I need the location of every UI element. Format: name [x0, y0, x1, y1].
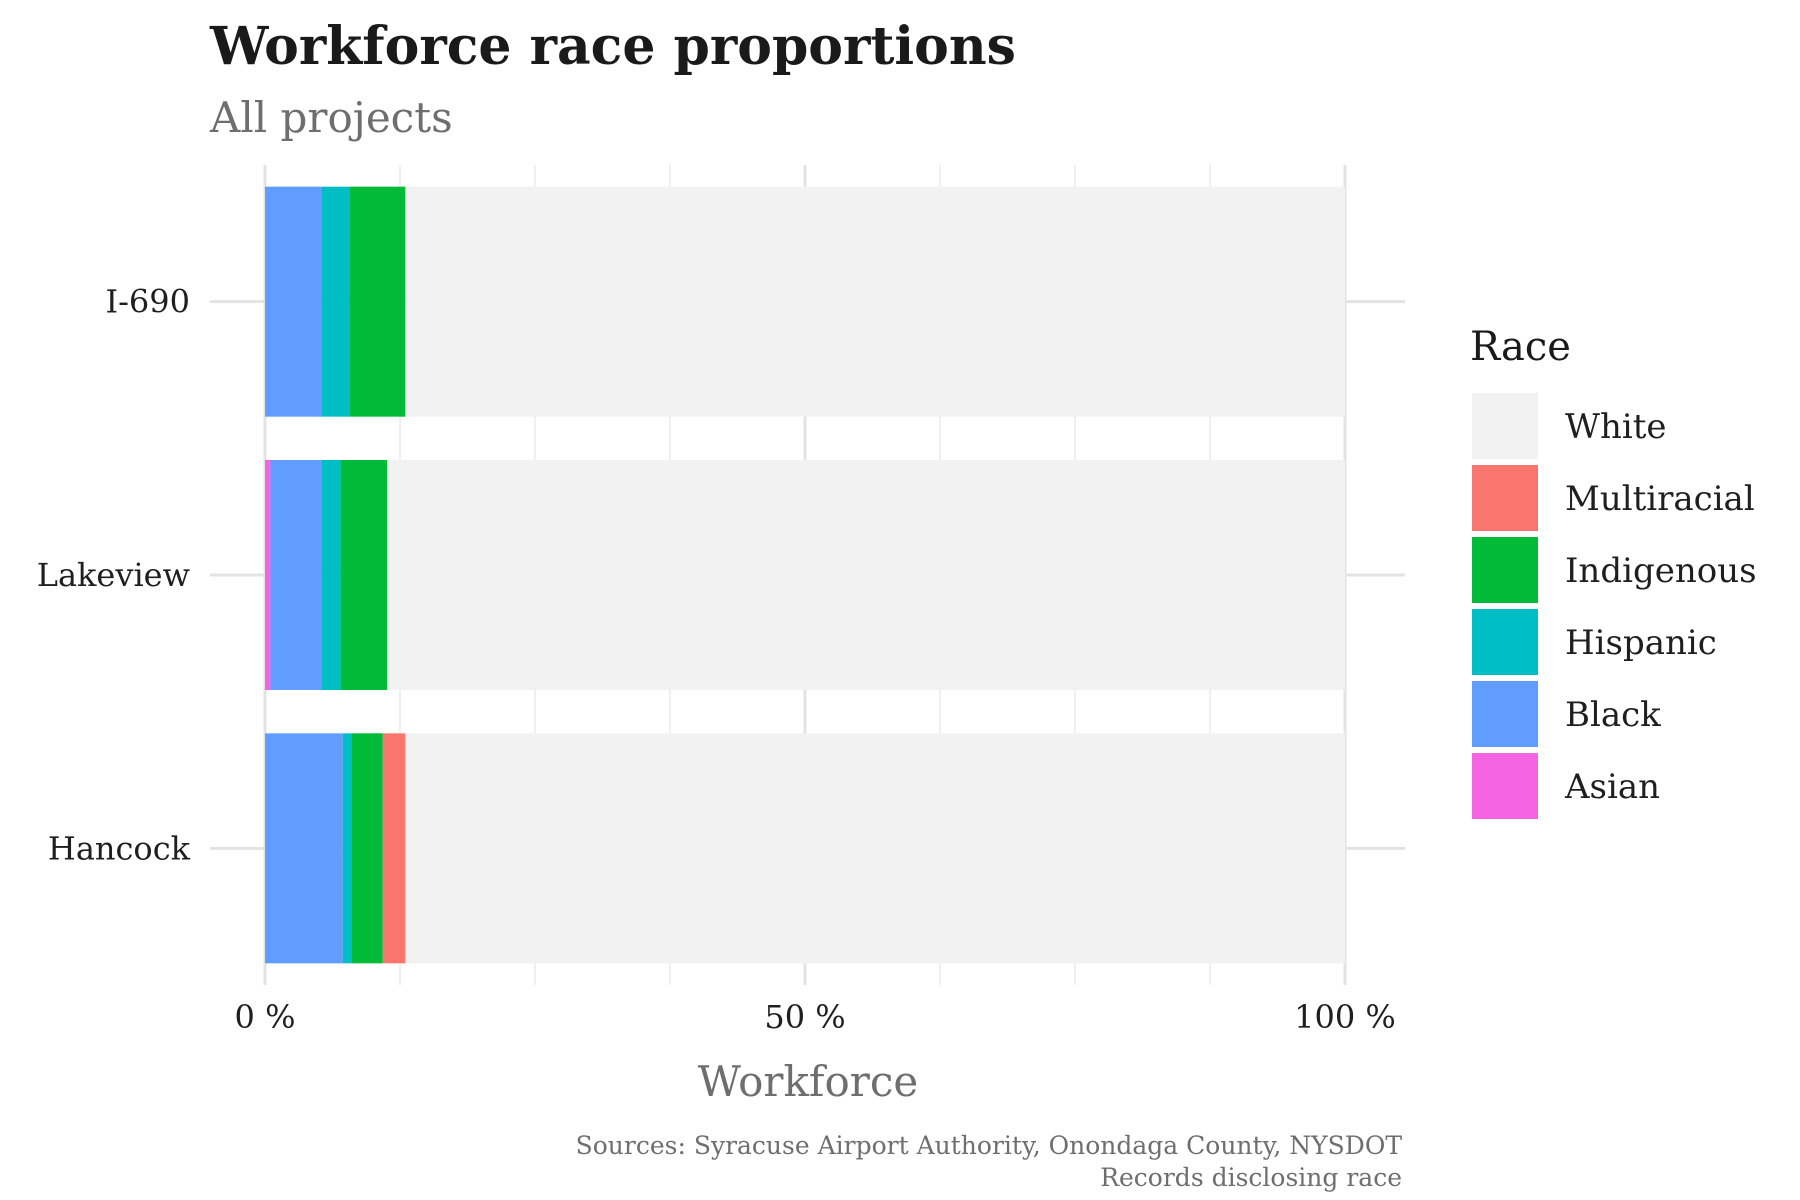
- caption-note: Records disclosing race: [1100, 1163, 1402, 1192]
- chart-title: Workforce race proportions: [209, 16, 1016, 77]
- bar-hancock-indigenous: [351, 733, 383, 964]
- x-tick-label-50: 50 %: [764, 998, 845, 1036]
- x-tick-label-0: 0 %: [235, 998, 296, 1036]
- x-axis-ticks: 0 % 50 % 100 %: [235, 998, 1396, 1036]
- chart-subtitle: All projects: [209, 93, 453, 142]
- legend-key-hispanic: [1472, 609, 1538, 675]
- legend-label-indigenous: Indigenous: [1565, 551, 1757, 591]
- legend-label-asian: Asian: [1564, 767, 1660, 807]
- bar-i-690-hispanic: [321, 186, 350, 417]
- bar-lakeview-black: [270, 460, 322, 690]
- x-axis-title: Workforce: [698, 1057, 918, 1106]
- y-tick-label-hancock: Hancock: [48, 829, 191, 867]
- legend-title: Race: [1470, 324, 1571, 370]
- legend: White Multiracial Indigenous Hispanic Black A…: [1472, 393, 1757, 819]
- bar-hancock-white: [405, 733, 1345, 964]
- bar-i-690-black: [265, 186, 322, 417]
- bar-hancock-multiracial: [382, 733, 406, 964]
- legend-label-black: Black: [1565, 695, 1661, 735]
- bar-hancock-hispanic: [342, 733, 352, 964]
- bar-lakeview-white: [387, 460, 1345, 690]
- bar-lakeview-indigenous: [340, 460, 388, 690]
- legend-label-white: White: [1565, 407, 1667, 447]
- caption-sources: Sources: Syracuse Airport Authority, Ono…: [576, 1131, 1403, 1160]
- legend-key-multiracial: [1472, 465, 1538, 531]
- bar-i-690-white: [405, 186, 1345, 417]
- y-tick-label-i-690: I-690: [105, 283, 190, 321]
- legend-key-indigenous: [1472, 537, 1538, 603]
- legend-key-black: [1472, 681, 1538, 747]
- x-tick-label-100: 100 %: [1294, 998, 1396, 1036]
- bar-lakeview-hispanic: [321, 460, 341, 690]
- y-tick-label-lakeview: Lakeview: [37, 556, 190, 594]
- legend-key-white: [1472, 393, 1538, 459]
- y-axis-ticks: I-690 Lakeview Hancock: [37, 283, 191, 868]
- legend-key-asian: [1472, 753, 1538, 819]
- legend-label-multiracial: Multiracial: [1565, 479, 1755, 519]
- bar-lakeview-asian: [265, 460, 271, 690]
- bar-i-690-indigenous: [349, 186, 406, 417]
- stacked-bars: [265, 186, 1345, 964]
- legend-label-hispanic: Hispanic: [1565, 623, 1717, 663]
- bar-hancock-black: [265, 733, 343, 964]
